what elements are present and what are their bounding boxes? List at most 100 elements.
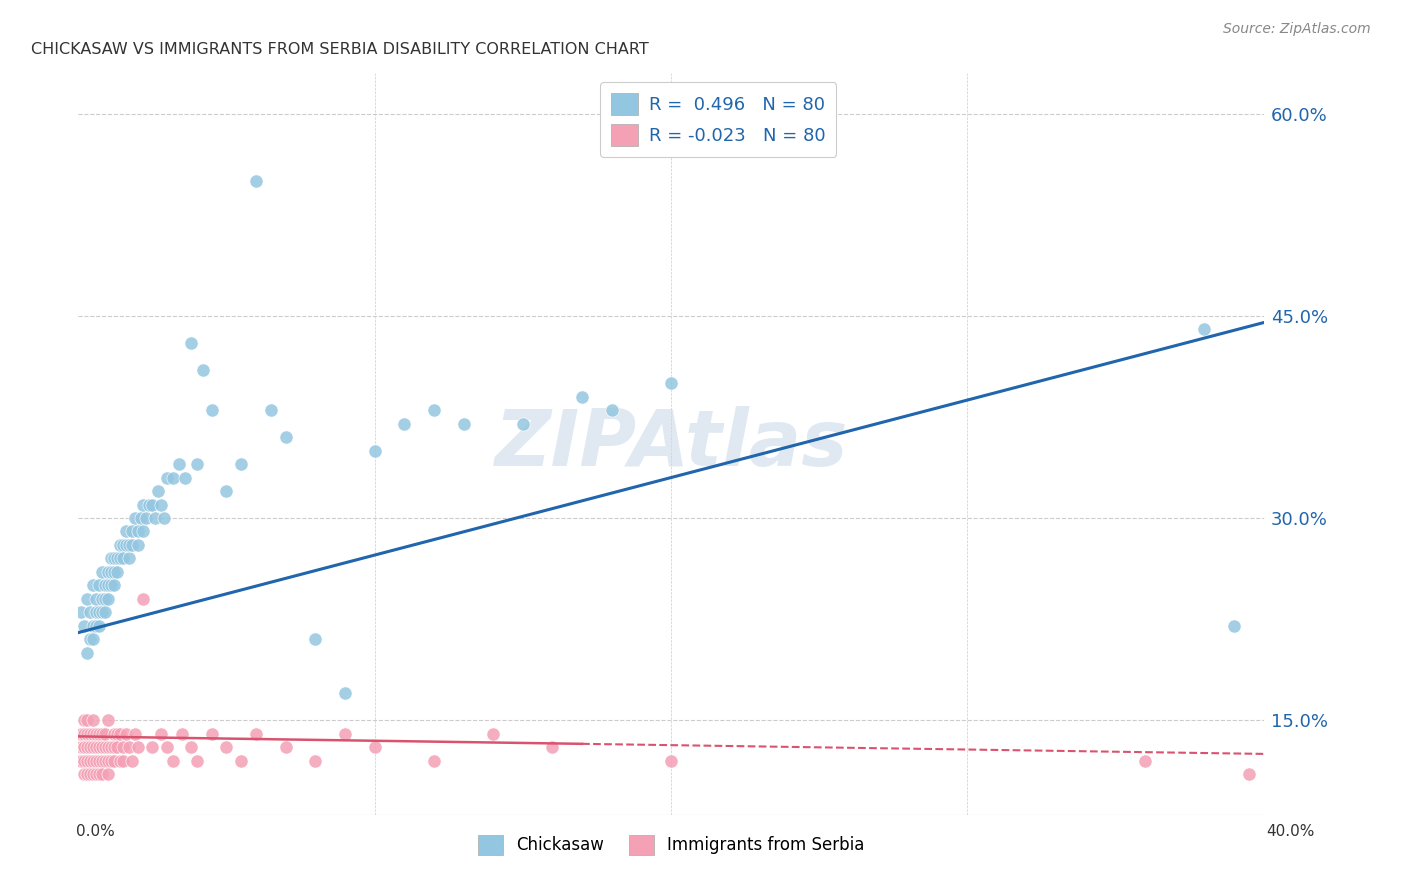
Point: [512, 417, 534, 431]
Point: [70, 754, 93, 768]
Point: [121, 524, 143, 539]
Point: [84, 591, 107, 606]
Point: [132, 524, 155, 539]
Point: [87, 727, 110, 741]
Point: [114, 538, 136, 552]
Point: [127, 538, 149, 552]
Point: [70, 727, 93, 741]
Point: [94, 727, 117, 741]
Point: [118, 740, 141, 755]
Point: [111, 538, 134, 552]
Point: [245, 727, 267, 741]
Point: [100, 551, 122, 566]
Point: [94, 578, 117, 592]
Legend: R =  0.496   N = 80, R = -0.023   N = 80: R = 0.496 N = 80, R = -0.023 N = 80: [600, 82, 837, 157]
Point: [274, 430, 297, 444]
Point: [363, 740, 385, 755]
Point: [91, 727, 114, 741]
Point: [333, 727, 356, 741]
Point: [97, 767, 120, 781]
Point: [84, 727, 107, 741]
Point: [105, 740, 128, 755]
Point: [76, 740, 98, 755]
Point: [82, 740, 104, 755]
Point: [84, 606, 107, 620]
Point: [82, 767, 104, 781]
Point: [100, 754, 122, 768]
Point: [84, 740, 107, 755]
Point: [73, 767, 96, 781]
Point: [103, 740, 125, 755]
Point: [150, 498, 173, 512]
Point: [118, 538, 141, 552]
Point: [541, 740, 564, 755]
Point: [1194, 322, 1216, 336]
Point: [132, 498, 155, 512]
Point: [129, 511, 152, 525]
Point: [571, 390, 593, 404]
Point: [97, 713, 120, 727]
Point: [143, 511, 166, 525]
Point: [482, 727, 505, 741]
Point: [97, 754, 120, 768]
Point: [231, 457, 253, 471]
Point: [167, 457, 190, 471]
Point: [97, 565, 120, 579]
Point: [121, 538, 143, 552]
Point: [73, 754, 96, 768]
Point: [180, 335, 202, 350]
Point: [79, 606, 101, 620]
Point: [91, 740, 114, 755]
Point: [97, 591, 120, 606]
Point: [124, 511, 146, 525]
Point: [87, 740, 110, 755]
Point: [100, 578, 122, 592]
Point: [76, 646, 98, 660]
Point: [73, 740, 96, 755]
Point: [76, 767, 98, 781]
Point: [423, 754, 446, 768]
Point: [180, 740, 202, 755]
Point: [79, 740, 101, 755]
Point: [73, 727, 96, 741]
Point: [108, 727, 131, 741]
Point: [87, 619, 110, 633]
Point: [84, 619, 107, 633]
Point: [215, 740, 238, 755]
Point: [108, 551, 131, 566]
Text: 0.0%: 0.0%: [76, 824, 115, 838]
Point: [82, 727, 104, 741]
Point: [333, 686, 356, 700]
Point: [114, 524, 136, 539]
Point: [111, 740, 134, 755]
Point: [84, 754, 107, 768]
Point: [79, 632, 101, 647]
Point: [103, 754, 125, 768]
Point: [87, 606, 110, 620]
Point: [103, 551, 125, 566]
Point: [659, 754, 682, 768]
Point: [103, 727, 125, 741]
Point: [91, 565, 114, 579]
Point: [260, 403, 283, 417]
Point: [394, 417, 416, 431]
Point: [150, 727, 173, 741]
Point: [141, 740, 163, 755]
Point: [100, 740, 122, 755]
Point: [245, 174, 267, 188]
Point: [114, 727, 136, 741]
Point: [94, 754, 117, 768]
Point: [274, 740, 297, 755]
Point: [103, 578, 125, 592]
Point: [231, 754, 253, 768]
Point: [82, 713, 104, 727]
Point: [91, 767, 114, 781]
Point: [82, 754, 104, 768]
Point: [82, 578, 104, 592]
Point: [108, 538, 131, 552]
Point: [174, 470, 197, 484]
Point: [84, 767, 107, 781]
Text: ZIPAtlas: ZIPAtlas: [495, 406, 848, 482]
Point: [186, 457, 208, 471]
Point: [135, 511, 157, 525]
